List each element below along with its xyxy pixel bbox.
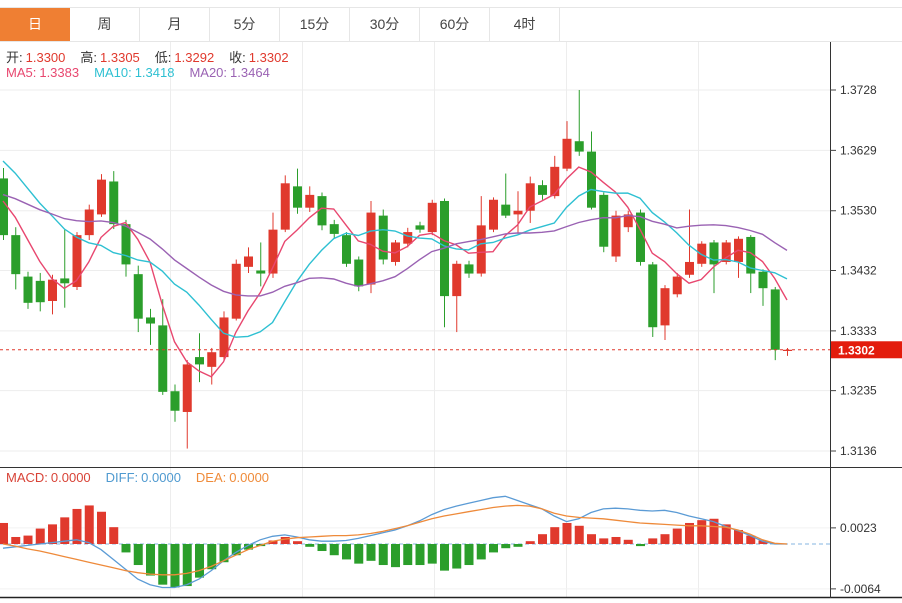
candles-layer [0, 90, 792, 449]
diff-line [2, 495, 787, 589]
price-tick-label: 1.3728 [840, 83, 877, 97]
dea-line [2, 504, 788, 576]
ma10-line [2, 160, 788, 338]
price-tick-label: 1.3432 [840, 264, 877, 278]
macd-tick-label: -0.0064 [840, 582, 881, 596]
gridlines [0, 42, 830, 598]
ma20-line [2, 193, 788, 297]
macd-tick-label: 0.0023 [840, 521, 877, 535]
price-tick-label: 1.3530 [840, 204, 877, 218]
price-tick-label: 1.3333 [840, 324, 877, 338]
panel-borders [0, 42, 902, 599]
timeframe-tab-4[interactable]: 5分 [210, 8, 280, 41]
timeframe-tab-5[interactable]: 15分 [280, 8, 350, 41]
macd-histogram [0, 505, 768, 588]
timeframe-tab-6[interactable]: 30分 [350, 8, 420, 41]
price-tick-label: 1.3629 [840, 143, 877, 157]
timeframe-tab-2[interactable]: 周 [70, 8, 140, 41]
timeframe-tab-8[interactable]: 4时 [490, 8, 560, 41]
price-axis: 1.3728 1.3629 1.3530 1.3432 1.3333 1.3235 1.31… [830, 83, 881, 596]
timeframe-tab-7[interactable]: 60分 [420, 8, 490, 41]
current-price-badge: 1.3302 [831, 341, 902, 359]
price-tick-label: 1.3235 [840, 384, 877, 398]
price-tick-label: 1.3136 [840, 444, 877, 458]
timeframe-tabbar: 日周月 5分 15分 30分 60分 4时 [0, 7, 902, 42]
timeframe-tab-3[interactable]: 月 [140, 8, 210, 41]
ma5-line [2, 166, 788, 378]
current-price-badge-value: 1.3302 [838, 343, 875, 357]
macd-lines-layer [2, 495, 788, 589]
ma-lines-layer [2, 160, 788, 378]
timeframe-tab-1[interactable]: 日 [0, 8, 70, 41]
